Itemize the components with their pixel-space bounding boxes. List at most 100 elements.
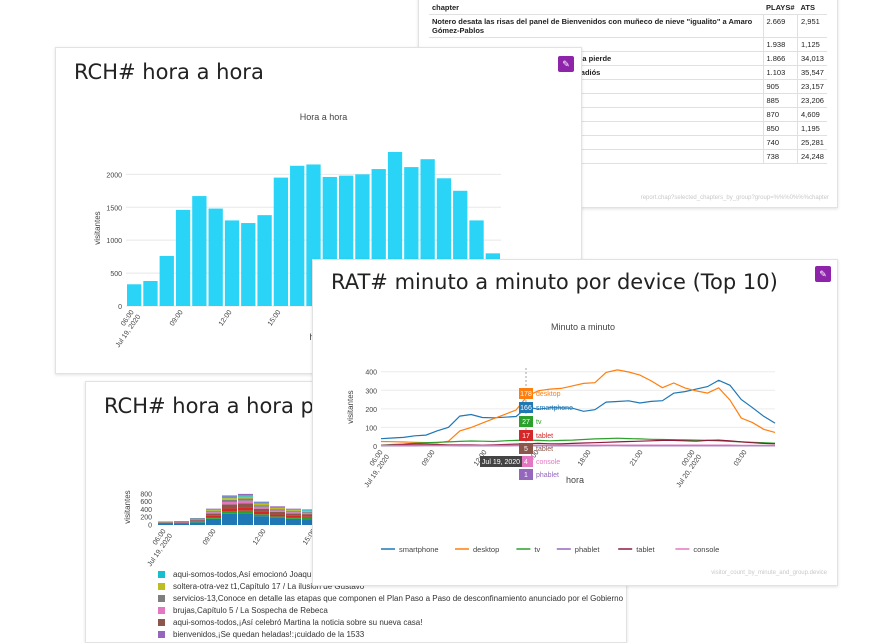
bar[interactable] <box>143 281 157 306</box>
stacked-bar-segment[interactable] <box>286 516 301 518</box>
stacked-bar-segment[interactable] <box>206 516 221 518</box>
hover-value: 178 <box>520 391 532 398</box>
bar[interactable] <box>274 178 288 306</box>
stacked-bar-segment[interactable] <box>222 504 237 508</box>
stacked-bar-segment[interactable] <box>222 502 237 504</box>
stacked-bar-segment[interactable] <box>206 512 221 513</box>
stacked-bar-segment[interactable] <box>238 503 253 507</box>
bar[interactable] <box>176 210 190 306</box>
stacked-bar-segment[interactable] <box>190 522 205 525</box>
stacked-bar-segment[interactable] <box>222 508 237 511</box>
stacked-bar-segment[interactable] <box>174 521 189 522</box>
stacked-bar-segment[interactable] <box>222 495 237 496</box>
stacked-bar-segment[interactable] <box>222 511 237 513</box>
stacked-bar-segment[interactable] <box>238 497 253 499</box>
bar[interactable] <box>257 215 271 306</box>
legend-item[interactable]: tv <box>516 545 540 554</box>
x-tick-label: 03:00 <box>733 449 749 467</box>
stacked-bar-segment[interactable] <box>270 515 285 517</box>
stacked-bar-segment[interactable] <box>238 513 253 525</box>
stacked-bar-segment[interactable] <box>286 519 301 525</box>
stacked-bar-segment[interactable] <box>222 497 237 498</box>
stacked-bar-segment[interactable] <box>270 510 285 511</box>
stacked-bar-segment[interactable] <box>238 511 253 513</box>
x-tick-label: 09:00 <box>421 449 437 467</box>
stacked-bar-segment[interactable] <box>270 518 285 525</box>
legend-item[interactable]: smartphone <box>381 545 439 554</box>
series-line-desktop[interactable] <box>381 370 775 443</box>
legend-item[interactable]: desktop <box>455 545 499 554</box>
y-tick-label: 1000 <box>106 238 122 245</box>
stacked-bar-segment[interactable] <box>286 511 301 512</box>
table-row[interactable]: Notero desata las risas del panel de Bie… <box>429 15 827 38</box>
bar[interactable] <box>160 256 174 306</box>
stacked-bar-segment[interactable] <box>174 523 189 524</box>
stacked-bar-segment[interactable] <box>270 512 285 515</box>
stacked-bar-segment[interactable] <box>158 523 173 524</box>
cell-ats: 25,281 <box>798 136 827 150</box>
stacked-bar-segment[interactable] <box>238 508 253 511</box>
stacked-bar-segment[interactable] <box>286 514 301 516</box>
legend-item[interactable]: phablet <box>557 545 601 554</box>
bar[interactable] <box>192 196 206 306</box>
stacked-bar-segment[interactable] <box>206 519 221 525</box>
stacked-bar-segment[interactable] <box>238 495 253 497</box>
header-chapter[interactable]: chapter <box>429 1 763 15</box>
header-ats[interactable]: ATS <box>798 1 827 15</box>
header-plays[interactable]: PLAYS# <box>763 1 798 15</box>
bar[interactable] <box>241 223 255 306</box>
stacked-bar-segment[interactable] <box>238 499 253 501</box>
stacked-bar-segment[interactable] <box>254 507 269 509</box>
stacked-bar-segment[interactable] <box>206 509 221 510</box>
stacked-bar-segment[interactable] <box>238 494 253 495</box>
stacked-bar-segment[interactable] <box>286 509 301 510</box>
stacked-bar-segment[interactable] <box>254 516 269 525</box>
bar[interactable] <box>225 220 239 306</box>
stacked-bar-segment[interactable] <box>222 500 237 502</box>
stacked-bar-segment[interactable] <box>270 509 285 510</box>
stacked-bar-segment[interactable] <box>190 520 205 521</box>
stacked-bar-segment[interactable] <box>206 510 221 511</box>
stacked-bar-segment[interactable] <box>286 510 301 511</box>
cell-ats: 23,157 <box>798 80 827 94</box>
stacked-bar-segment[interactable] <box>158 522 173 523</box>
stacked-bar-segment[interactable] <box>254 512 269 514</box>
stacked-bar-segment[interactable] <box>254 503 269 504</box>
stacked-bar-segment[interactable] <box>206 511 221 512</box>
stacked-bar-segment[interactable] <box>270 506 285 507</box>
stacked-bar-segment[interactable] <box>206 517 221 518</box>
stacked-bar-segment[interactable] <box>254 509 269 512</box>
stacked-bar-segment[interactable] <box>254 505 269 507</box>
legend-item[interactable]: brujas,Capítulo 5 / La Sospecha de Rebec… <box>158 605 623 617</box>
legend-item[interactable]: tablet <box>618 545 655 554</box>
stacked-bar-segment[interactable] <box>286 509 301 510</box>
stacked-bar-segment[interactable] <box>270 508 285 509</box>
bar[interactable] <box>290 166 304 306</box>
bar[interactable] <box>127 284 141 306</box>
hover-value: 4 <box>524 459 528 466</box>
stacked-bar-segment[interactable] <box>286 512 301 513</box>
stacked-bar-segment[interactable] <box>190 520 205 521</box>
stacked-bar-segment[interactable] <box>254 514 269 516</box>
stacked-bar-segment[interactable] <box>286 517 301 518</box>
stacked-bar-segment[interactable] <box>190 521 205 522</box>
stacked-bar-segment[interactable] <box>206 509 221 510</box>
stacked-bar-segment[interactable] <box>190 522 205 523</box>
stacked-bar-segment[interactable] <box>190 518 205 519</box>
stacked-bar-segment[interactable] <box>270 516 285 517</box>
stacked-bar-segment[interactable] <box>174 524 189 525</box>
x-tick-text: 12:00 <box>218 309 234 327</box>
stacked-bar-segment[interactable] <box>254 504 269 505</box>
stacked-bar-segment[interactable] <box>254 502 269 503</box>
stacked-bar-segment[interactable] <box>270 507 285 508</box>
stacked-bar-segment[interactable] <box>222 498 237 500</box>
legend-item[interactable]: console <box>675 545 719 554</box>
legend-label: tv <box>534 545 540 554</box>
bar[interactable] <box>209 209 223 306</box>
stacked-bar-segment[interactable] <box>238 501 253 503</box>
legend-item[interactable]: servicios-13,Conoce en detalle las etapa… <box>158 593 623 605</box>
stacked-bar-segment[interactable] <box>206 514 221 516</box>
cell-ats: 1,125 <box>798 38 827 52</box>
legend-item[interactable]: aqui-somos-todos,¡Así celebró Martina la… <box>158 617 623 629</box>
stacked-bar-segment[interactable] <box>222 514 237 525</box>
